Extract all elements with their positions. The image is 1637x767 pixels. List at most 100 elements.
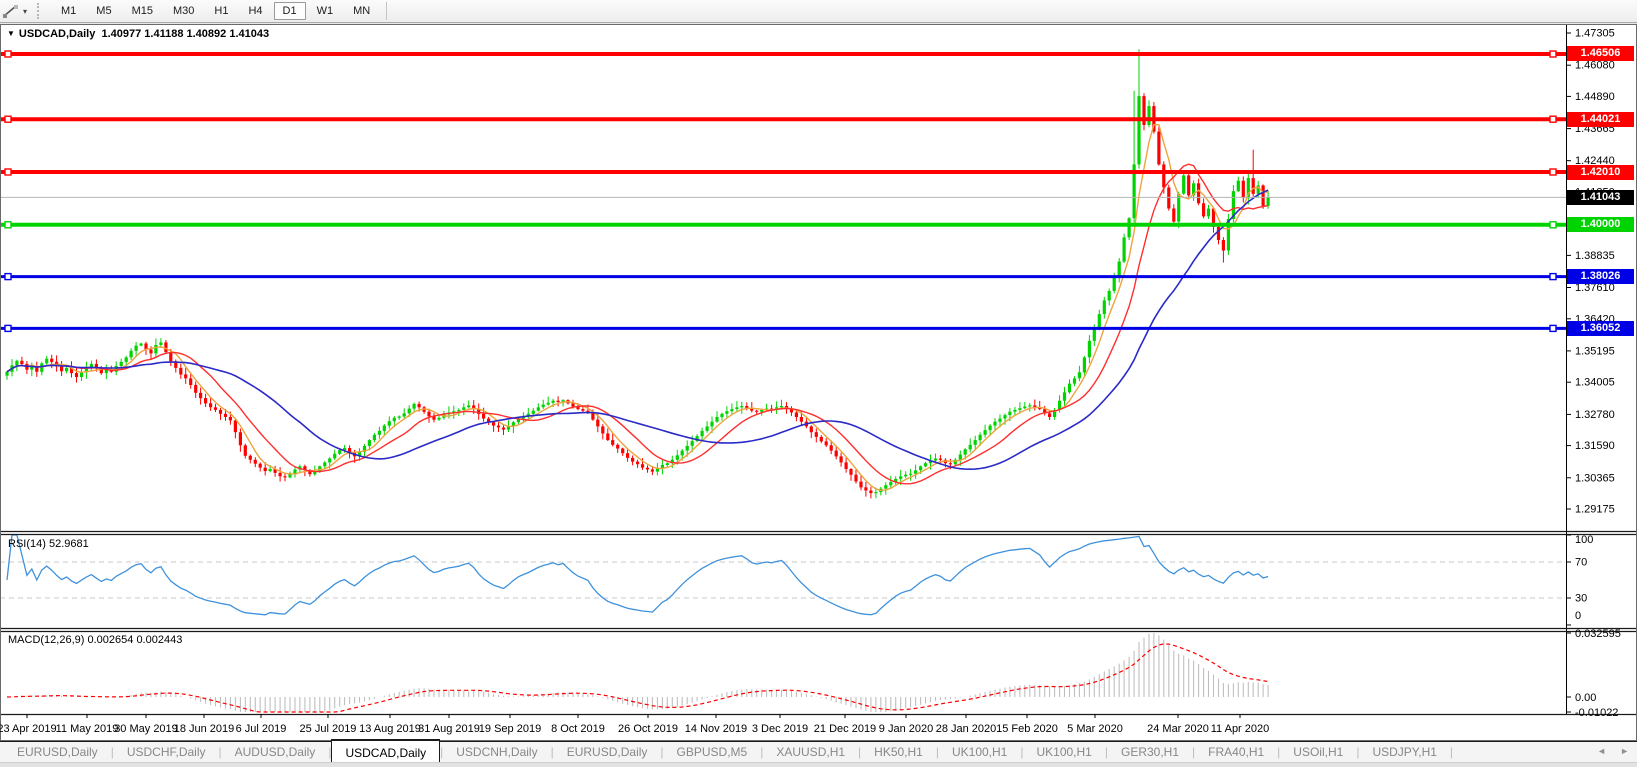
svg-text:1.32780: 1.32780 <box>1575 409 1615 421</box>
chart-title: ▼ USDCAD,Daily 1.40977 1.41188 1.40892 1.… <box>7 28 269 40</box>
tab-usdcad-daily[interactable]: USDCAD,Daily <box>331 739 441 762</box>
trendline-cursor-glyph <box>3 5 18 18</box>
svg-text:1.31590: 1.31590 <box>1575 440 1615 452</box>
tab-eurusd-daily[interactable]: EURUSD,Daily <box>566 745 648 759</box>
tab-separator: | <box>550 745 554 759</box>
chart-tab-bar: EURUSD,Daily | USDCHF,Daily | AUDUSD,Daily | U… <box>0 739 1637 762</box>
svg-text:21 Dec 2019: 21 Dec 2019 <box>814 723 876 735</box>
svg-text:1.34005: 1.34005 <box>1575 377 1615 389</box>
tab-gbpusd-m5[interactable]: GBPUSD,M5 <box>676 745 748 759</box>
top-toolbar: ▾ M1 M5 M15 M30 H1 H4 D1 W1 MN <box>0 0 1637 23</box>
svg-text:0.032595: 0.032595 <box>1575 628 1621 640</box>
tab-separator: | <box>1020 745 1024 759</box>
svg-text:24 Mar 2020: 24 Mar 2020 <box>1147 723 1209 735</box>
svg-text:30 May 2019: 30 May 2019 <box>114 723 178 735</box>
price-line-badge-1-38026: 1.38026 <box>1567 269 1634 285</box>
svg-text:1.29175: 1.29175 <box>1575 504 1615 516</box>
svg-text:70: 70 <box>1575 557 1587 569</box>
svg-text:1.46080: 1.46080 <box>1575 60 1615 72</box>
svg-text:26 Oct 2019: 26 Oct 2019 <box>618 723 678 735</box>
tool-dropdown-caret-icon[interactable]: ▾ <box>23 6 28 16</box>
tab-audusd-daily[interactable]: AUDUSD,Daily <box>234 745 316 759</box>
price-chart-canvas[interactable]: 1.473051.460801.448901.436651.424401.412… <box>0 24 1637 741</box>
tab-separator: | <box>1192 745 1196 759</box>
svg-text:30: 30 <box>1575 593 1587 605</box>
svg-text:15 Feb 2020: 15 Feb 2020 <box>996 723 1058 735</box>
ohlc-close: 1.41043 <box>229 28 270 40</box>
symbol-caret-icon[interactable]: ▼ <box>7 29 15 38</box>
ohlc-high: 1.41188 <box>144 28 184 40</box>
timeframe-button-m1[interactable]: M1 <box>61 5 77 17</box>
tab-separator: | <box>1356 745 1360 759</box>
timeframe-button-mn[interactable]: MN <box>353 5 371 17</box>
svg-text:31 Aug 2019: 31 Aug 2019 <box>418 723 480 735</box>
tab-separator: | <box>935 745 939 759</box>
svg-text:3 Dec 2019: 3 Dec 2019 <box>752 723 808 735</box>
ohlc-low: 1.40892 <box>186 28 227 40</box>
svg-text:5 Mar 2020: 5 Mar 2020 <box>1067 723 1123 735</box>
macd-value: 0.002654 <box>87 634 134 646</box>
tab-fra40-h1[interactable]: FRA40,H1 <box>1208 745 1265 759</box>
tab-hk50-h1[interactable]: HK50,H1 <box>874 745 923 759</box>
svg-text:1.44890: 1.44890 <box>1575 91 1615 103</box>
svg-text:1.47305: 1.47305 <box>1575 28 1615 40</box>
timeframe-button-m15[interactable]: M15 <box>131 5 153 17</box>
timeframe-button-w1[interactable]: W1 <box>316 5 334 17</box>
tab-uk100-h1[interactable]: UK100,H1 <box>951 745 1008 759</box>
price-line-badge-1-36052: 1.36052 <box>1567 320 1634 336</box>
svg-text:18 Jun 2019: 18 Jun 2019 <box>174 723 235 735</box>
timeframe-buttons: M1 M5 M15 M30 H1 H4 D1 W1 MN <box>51 2 380 20</box>
timeframe-button-m5[interactable]: M5 <box>96 5 112 17</box>
tab-separator: | <box>1104 745 1108 759</box>
status-strip <box>0 762 1637 767</box>
svg-text:11 Apr 2020: 11 Apr 2020 <box>1211 723 1270 735</box>
tab-xauusd-h1[interactable]: XAUUSD,H1 <box>776 745 846 759</box>
svg-text:100: 100 <box>1575 534 1593 546</box>
svg-text:1.30365: 1.30365 <box>1575 472 1615 484</box>
tab-separator: | <box>660 745 664 759</box>
macd-signal-value: 0.002443 <box>136 634 183 646</box>
timeframe-button-h4[interactable]: H4 <box>248 5 263 17</box>
svg-text:1.37610: 1.37610 <box>1575 282 1615 294</box>
tab-separator: | <box>858 745 862 759</box>
tab-scroll-arrows: ◄ ► <box>1597 746 1629 756</box>
tab-separator: | <box>1277 745 1281 759</box>
tab-ger30-h1[interactable]: GER30,H1 <box>1120 745 1180 759</box>
svg-text:11 May 2019: 11 May 2019 <box>56 723 119 735</box>
tab-uk100-h1[interactable]: UK100,H1 <box>1036 745 1092 759</box>
tab-usdcnh-daily[interactable]: USDCNH,Daily <box>456 745 538 759</box>
svg-text:1.38835: 1.38835 <box>1575 250 1615 262</box>
tab-usdjpy-h1[interactable]: USDJPY,H1 <box>1372 745 1437 759</box>
current-price-badge: 1.41043 <box>1567 189 1634 205</box>
price-line-badge-1-44021: 1.44021 <box>1567 111 1634 127</box>
svg-text:23 Apr 2019: 23 Apr 2019 <box>0 723 57 735</box>
svg-text:1.35195: 1.35195 <box>1575 345 1615 357</box>
ohlc-open: 1.40977 <box>101 28 142 40</box>
chart-window: ▼ USDCAD,Daily 1.40977 1.41188 1.40892 1.… <box>0 24 1637 741</box>
price-line-badge-1-40000: 1.40000 <box>1567 217 1634 233</box>
svg-text:1.42440: 1.42440 <box>1575 155 1615 167</box>
tab-separator: | <box>440 745 444 759</box>
price-line-badge-1-42010: 1.42010 <box>1567 164 1634 180</box>
timeframe-button-h1[interactable]: H1 <box>214 5 229 17</box>
tab-usoil-h1[interactable]: USOil,H1 <box>1293 745 1344 759</box>
tab-usdchf-daily[interactable]: USDCHF,Daily <box>126 745 206 759</box>
svg-text:8 Oct 2019: 8 Oct 2019 <box>551 723 605 735</box>
tab-eurusd-daily[interactable]: EURUSD,Daily <box>17 745 98 759</box>
tab-scroll-right-icon[interactable]: ► <box>1620 746 1629 756</box>
tab-scroll-left-icon[interactable]: ◄ <box>1597 746 1607 756</box>
tab-separator: | <box>218 745 222 759</box>
timeframe-button-d1[interactable]: D1 <box>273 2 306 20</box>
price-line-badge-1-46506: 1.46506 <box>1567 46 1634 62</box>
toolbar-grip <box>37 3 43 19</box>
svg-text:6 Jul 2019: 6 Jul 2019 <box>236 723 287 735</box>
rsi-value: 52.9681 <box>48 538 89 550</box>
timeframe-button-m30[interactable]: M30 <box>172 5 195 17</box>
svg-text:0.00: 0.00 <box>1575 692 1596 704</box>
trendline-cursor-icon[interactable]: ▾ <box>0 1 31 21</box>
svg-text:14 Nov 2019: 14 Nov 2019 <box>685 723 747 735</box>
toolbar-separator <box>386 2 388 20</box>
tab-separator: | <box>328 745 332 759</box>
svg-text:0: 0 <box>1575 610 1581 622</box>
